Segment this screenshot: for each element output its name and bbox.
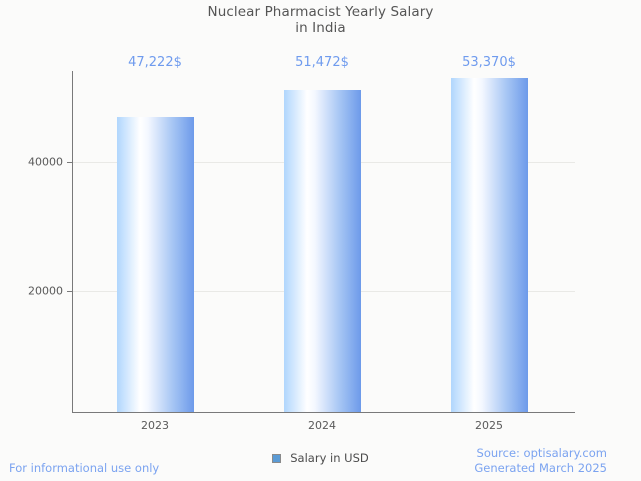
x-axis-line (72, 412, 575, 413)
chart-title: Nuclear Pharmacist Yearly Salary in Indi… (0, 4, 641, 36)
bar-2023[interactable] (117, 117, 194, 412)
legend-item-label: Salary in USD (290, 451, 369, 465)
legend-swatch-icon (272, 453, 282, 463)
bar-2024[interactable] (284, 90, 361, 412)
bar-value-label-2024: 51,472$ (295, 55, 349, 70)
source-text: Source: optisalary.com (476, 446, 607, 460)
y-tick-label-20000: 20000 (28, 284, 63, 298)
bar-value-label-2025: 53,370$ (462, 55, 516, 70)
bar-value-label-2023: 47,222$ (128, 55, 182, 70)
chart-title-line-2: in India (295, 20, 346, 36)
legend-item-salary-in-usd[interactable]: Salary in USD (272, 451, 369, 465)
y-axis-line (72, 71, 73, 413)
chart-legend: Salary in USD (0, 451, 641, 466)
chart-title-line-1: Nuclear Pharmacist Yearly Salary (207, 4, 434, 20)
x-tick-label-2025: 2025 (475, 419, 503, 432)
disclaimer-text: For informational use only (9, 461, 160, 475)
generated-date-text: Generated March 2025 (474, 461, 607, 475)
bar-2025[interactable] (451, 78, 528, 412)
x-tick-label-2023: 2023 (141, 419, 169, 432)
y-tick-mark-20000 (67, 291, 72, 292)
x-tick-label-2024: 2024 (308, 419, 336, 432)
y-tick-label-40000: 40000 (28, 155, 63, 169)
source-block: Source: optisalary.com Generated March 2… (474, 446, 607, 476)
y-tick-mark-40000 (67, 162, 72, 163)
